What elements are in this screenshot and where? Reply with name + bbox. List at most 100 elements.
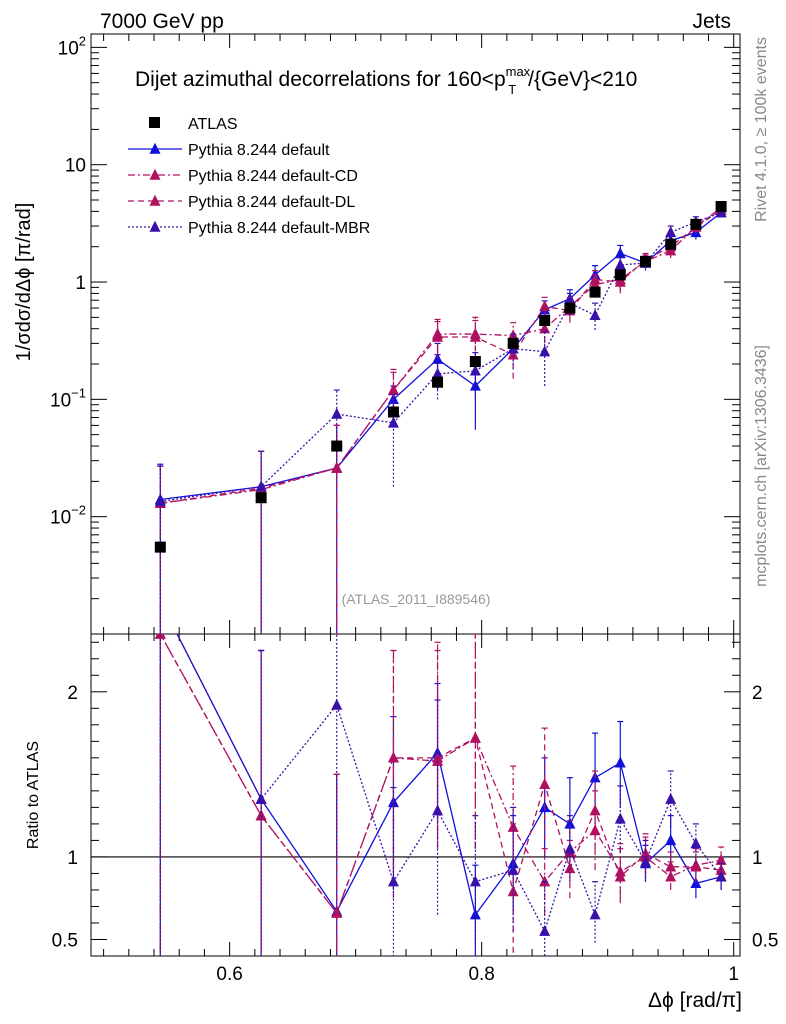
ratio-point <box>690 860 702 872</box>
ratio-point <box>255 809 267 821</box>
atlas-point <box>432 376 444 388</box>
ratio-tick-label-right: 2 <box>752 683 763 704</box>
data-point <box>665 226 677 238</box>
ratio-tick-label: 1 <box>67 848 78 869</box>
atlas-point <box>387 406 399 418</box>
ratio-point <box>564 842 576 854</box>
ratio-point <box>639 855 651 867</box>
ratio-point <box>331 698 343 710</box>
atlas-point <box>715 201 727 213</box>
ratio-point <box>469 875 481 887</box>
y-tick-label: 10−1 <box>50 385 86 411</box>
chart-title: Dijet azimuthal decorrelations for 160<p… <box>135 64 637 97</box>
y-tick-label: 10−2 <box>50 503 86 529</box>
ratio-y-axis-label: Ratio to ATLAS <box>25 741 42 849</box>
legend-label: Pythia 8.244 default-MBR <box>188 220 370 237</box>
data-point <box>331 461 343 473</box>
ratio-point <box>665 834 677 846</box>
y-tick-label: 1 <box>75 273 86 294</box>
ratio-series-line <box>176 634 722 917</box>
ratio-point <box>331 906 343 918</box>
ratio-point <box>589 824 601 836</box>
ratio-tick-label: 0.5 <box>52 930 78 951</box>
legend-label: Pythia 8.244 default-CD <box>188 168 358 185</box>
ratio-point <box>432 804 444 816</box>
ratio-point <box>614 812 626 824</box>
legend-label: Pythia 8.244 default-DL <box>188 194 355 211</box>
legend-label: ATLAS <box>188 116 238 133</box>
side-label-top: Rivet 4.1.0, ≥ 100k events <box>753 37 770 222</box>
atlas-point <box>255 492 267 504</box>
ratio-point <box>614 756 626 768</box>
data-point <box>469 364 481 376</box>
legend-marker <box>149 142 161 154</box>
legend-marker <box>149 194 161 206</box>
atlas-point <box>469 356 481 368</box>
ratio-point <box>469 731 481 743</box>
ratio-point <box>589 804 601 816</box>
ratio-point <box>665 860 677 872</box>
ratio-point <box>507 863 519 875</box>
ratio-point <box>387 875 399 887</box>
series-line <box>160 209 722 504</box>
ratio-point <box>539 924 551 936</box>
ratio-series-line <box>159 634 722 915</box>
series-line <box>160 212 722 501</box>
ratio-point <box>589 908 601 920</box>
data-point <box>539 345 551 357</box>
data-point <box>589 273 601 285</box>
x-axis-label: Δϕ [rad/π] <box>648 989 742 1012</box>
ratio-point <box>539 875 551 887</box>
side-label-bottom: mcplots.cern.ch [arXiv:1306.3436] <box>753 345 770 587</box>
atlas-point <box>690 218 702 230</box>
data-point <box>154 495 166 507</box>
ratio-point <box>690 877 702 889</box>
data-point <box>614 258 626 270</box>
data-point <box>387 416 399 428</box>
atlas-point <box>154 541 166 553</box>
x-tick-label: 1 <box>728 964 739 985</box>
data-point <box>469 330 481 342</box>
x-tick-label: 0.8 <box>468 964 494 985</box>
atlas-point <box>564 302 576 314</box>
legend-marker <box>149 220 161 232</box>
data-point <box>614 275 626 287</box>
data-point <box>432 330 444 342</box>
data-point <box>432 367 444 379</box>
ratio-tick-label: 2 <box>67 683 78 704</box>
atlas-point <box>507 337 519 349</box>
atlas-point <box>614 269 626 281</box>
chart-title-sup: max <box>506 64 531 79</box>
data-point <box>539 300 551 312</box>
data-point <box>614 247 626 259</box>
ratio-point <box>715 870 727 882</box>
y-tick-label: 102 <box>58 33 86 59</box>
chart-title-suffix: /{GeV}<210 <box>528 68 637 91</box>
series-line <box>160 212 722 503</box>
x-tick-label: 0.6 <box>216 964 242 985</box>
ratio-point <box>665 792 677 804</box>
data-point <box>469 379 481 391</box>
ratio-point <box>387 751 399 763</box>
atlas-point <box>331 440 343 452</box>
data-point <box>589 309 601 321</box>
atlas-point <box>589 286 601 298</box>
ratio-plot-frame <box>90 633 741 957</box>
ratio-point <box>255 792 267 804</box>
series-line <box>160 207 722 504</box>
ratio-point <box>614 870 626 882</box>
chart-title-sub: T <box>508 82 516 97</box>
legend-marker <box>149 168 161 180</box>
atlas-point <box>539 314 551 326</box>
chart-title-prefix: Dijet azimuthal decorrelations for 160<p <box>135 68 506 91</box>
ratio-point <box>690 837 702 849</box>
ratio-series-line <box>159 634 722 915</box>
data-point <box>507 329 519 341</box>
data-point <box>331 407 343 419</box>
ratio-tick-label-right: 1 <box>752 848 763 869</box>
legend-label: Pythia 8.244 default <box>188 142 330 159</box>
legend-marker-atlas <box>149 117 160 128</box>
data-point <box>255 480 267 492</box>
analysis-label: (ATLAS_2011_I889546) <box>342 591 491 607</box>
